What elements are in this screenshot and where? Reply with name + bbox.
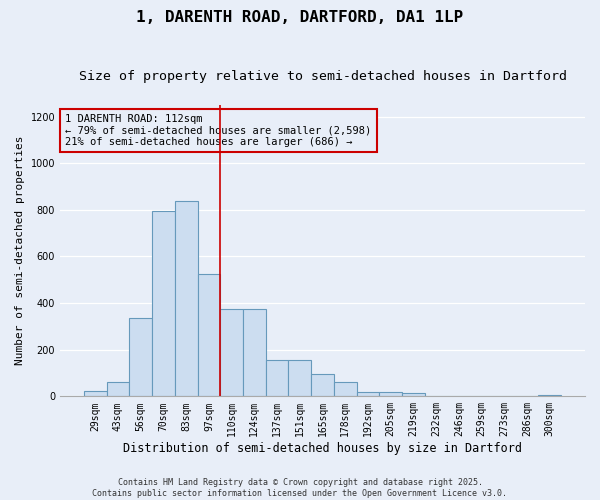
Bar <box>197 274 220 396</box>
Bar <box>402 393 425 396</box>
Bar <box>107 382 130 396</box>
Bar <box>175 200 197 396</box>
Text: Contains HM Land Registry data © Crown copyright and database right 2025.
Contai: Contains HM Land Registry data © Crown c… <box>92 478 508 498</box>
Y-axis label: Number of semi-detached properties: Number of semi-detached properties <box>15 136 25 366</box>
Bar <box>130 318 152 396</box>
Bar <box>311 374 334 396</box>
Bar <box>152 211 175 396</box>
Bar <box>84 390 107 396</box>
Text: 1, DARENTH ROAD, DARTFORD, DA1 1LP: 1, DARENTH ROAD, DARTFORD, DA1 1LP <box>136 10 464 25</box>
Bar <box>243 309 266 396</box>
Bar <box>538 395 561 396</box>
Bar <box>356 392 379 396</box>
Bar <box>379 392 402 396</box>
X-axis label: Distribution of semi-detached houses by size in Dartford: Distribution of semi-detached houses by … <box>123 442 522 455</box>
Bar <box>220 309 243 396</box>
Bar <box>334 382 356 396</box>
Bar <box>266 360 289 397</box>
Title: Size of property relative to semi-detached houses in Dartford: Size of property relative to semi-detach… <box>79 70 566 83</box>
Text: 1 DARENTH ROAD: 112sqm
← 79% of semi-detached houses are smaller (2,598)
21% of : 1 DARENTH ROAD: 112sqm ← 79% of semi-det… <box>65 114 371 147</box>
Bar <box>289 360 311 397</box>
